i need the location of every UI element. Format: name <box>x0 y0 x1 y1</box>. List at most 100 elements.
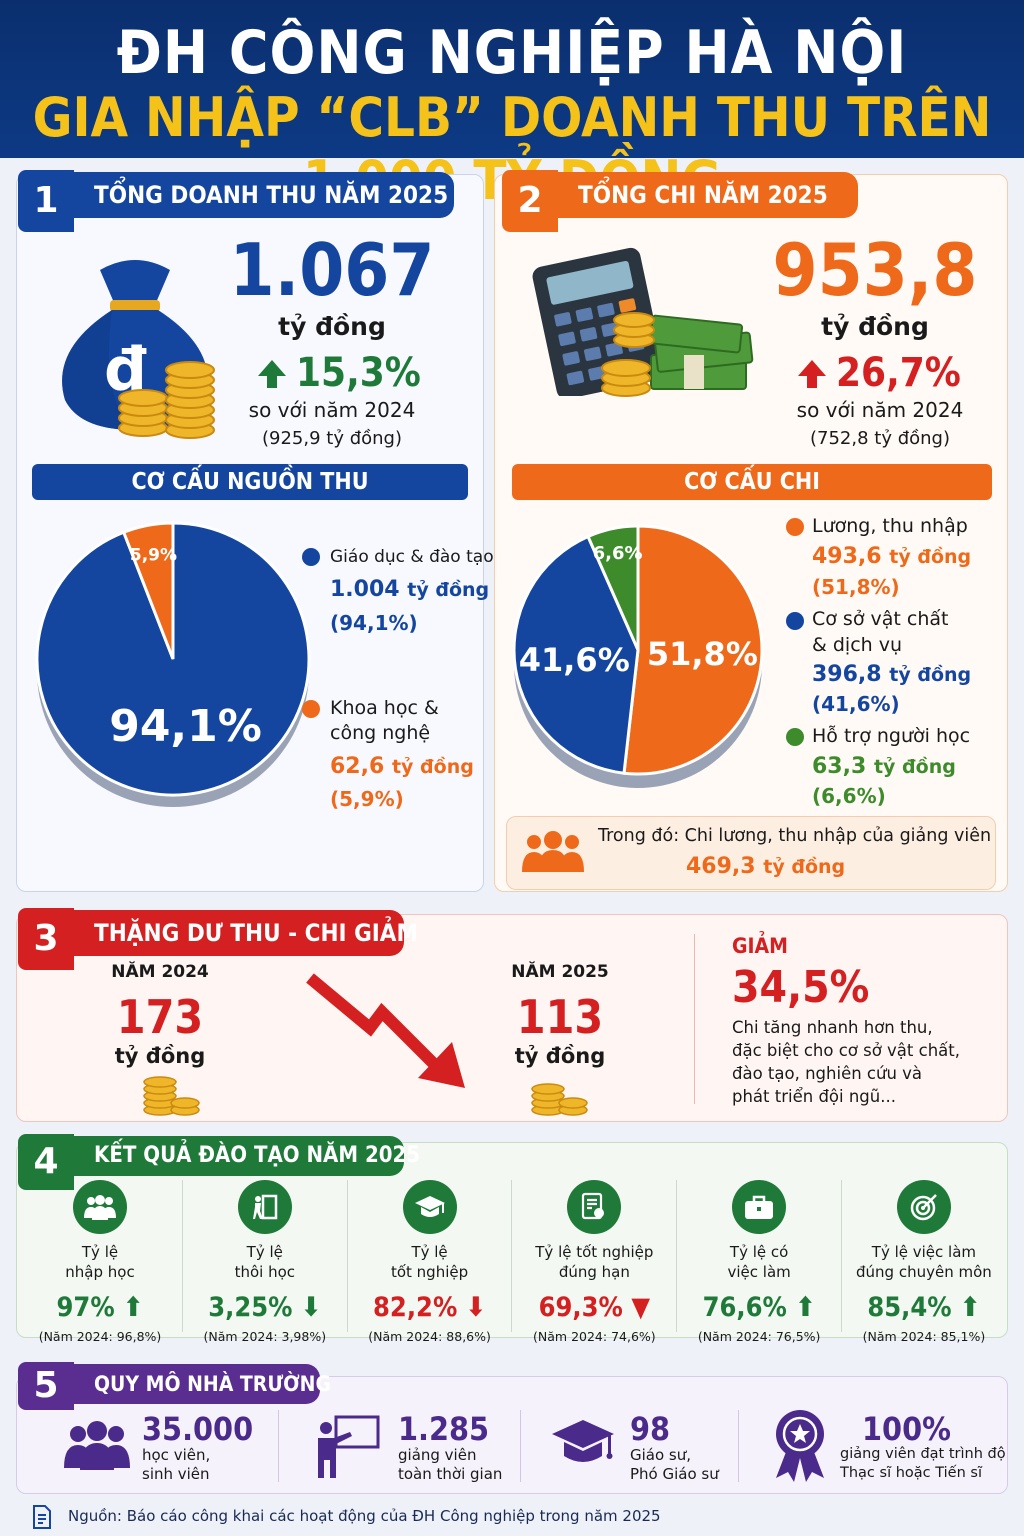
pie-data-label: 41,6% <box>519 641 630 679</box>
legend-name-science-l2: công nghệ <box>330 722 431 744</box>
kpi-number: 3,25% <box>208 1292 293 1323</box>
legend-unit: tỷ đồng <box>889 664 972 686</box>
section-title: QUY MÔ NHÀ TRƯỜNG <box>74 1364 331 1404</box>
desc-line: Chi tăng nhanh hơn thu, <box>732 1018 933 1037</box>
scale-lecturers-value: 1.285 <box>398 1410 490 1448</box>
certificate-icon <box>567 1180 622 1234</box>
kpi-label-l2: đúng chuyên môn <box>856 1263 992 1281</box>
lecturer-salary-note <box>506 816 996 890</box>
scale-degree-value: 100% <box>862 1410 951 1448</box>
legend-name-facilities-l2: & dịch vụ <box>812 634 903 656</box>
kpi-label-l1: Tỷ lệ việc làm <box>871 1243 977 1261</box>
legend-value-student-support: 63,3 tỷ đồng <box>812 752 956 782</box>
scale-lecturers-label-l2: toàn thời gian <box>398 1465 503 1483</box>
year-2024-value: 173 <box>116 990 204 1044</box>
scale-separator <box>738 1410 739 1482</box>
legend-name-education: Giáo dục & đào tạo <box>330 547 494 567</box>
section-title: KẾT QUẢ ĐÀO TẠO NĂM 2025 <box>74 1136 420 1176</box>
kpi-prev: (Năm 2024: 88,6%) <box>368 1329 491 1344</box>
scale-separator <box>278 1410 279 1482</box>
kpi-prev: (Năm 2024: 76,5%) <box>697 1329 821 1344</box>
kpi-prev: (Năm 2024: 96,8%) <box>38 1329 162 1344</box>
kpi-label-l1: Tỷ lệ có <box>729 1243 789 1261</box>
kpi-label-l2: thôi học <box>234 1263 295 1281</box>
legend-pct-student-support: (6,6%) <box>812 784 886 808</box>
arrow-up-icon: ⬆ <box>795 1292 816 1323</box>
scale-students-label-l1: học viên, <box>142 1446 211 1464</box>
expense-compare: so với năm 2024 <box>796 398 964 422</box>
legend-pct-science: (5,9%) <box>330 787 404 811</box>
legend-value-science: 62,6 tỷ đồng <box>330 752 474 782</box>
note-number: 469,3 <box>686 854 756 879</box>
arrow-down-icon: ⬇ <box>300 1292 322 1323</box>
section-number: 4 <box>18 1134 74 1190</box>
kpi-value: 76,6% ⬆ <box>679 1292 839 1323</box>
legend-unit: tỷ đồng <box>889 546 972 568</box>
pie-slice <box>586 524 640 651</box>
kpi-separator <box>181 1180 183 1332</box>
section-title: TỔNG CHI NĂM 2025 <box>558 172 858 218</box>
mortarboard-icon <box>552 1420 614 1462</box>
desc-line: đặc biệt cho cơ sở vật chất, <box>732 1041 960 1060</box>
pie-data-label: 51,8% <box>647 635 758 673</box>
pie-data-label: 6,6% <box>593 543 643 564</box>
pie-data-label: 5,9% <box>130 546 177 566</box>
briefcase-icon <box>732 1180 787 1234</box>
kpi-label-l1: Tỷ lệ tốt nghiệp <box>535 1243 654 1261</box>
kpi-label-l2: đúng hạn <box>558 1263 630 1281</box>
kpi-value: 97% ⬆ <box>20 1292 180 1323</box>
legend-name-student-support: Hỗ trợ người học <box>812 725 971 747</box>
cash-stack-icon <box>601 312 754 397</box>
arrow-up-icon: ⬆ <box>123 1292 144 1323</box>
desc-line: đào tạo, nghiên cứu và <box>732 1064 923 1083</box>
pie-slice <box>622 524 764 776</box>
kpi-prev: (Năm 2024: 74,6%) <box>533 1329 656 1344</box>
year-2024-label: NĂM 2024 <box>111 962 209 982</box>
expense-value: 953,8 <box>772 228 978 312</box>
kpi-number: 82,2% <box>373 1292 458 1323</box>
scale-students-value: 35.000 <box>142 1410 254 1448</box>
kpi-value: 82,2% ⬇ <box>350 1292 510 1323</box>
arrow-down-icon: ⬇ <box>465 1292 487 1323</box>
kpi-dropout: Tỷ lệ thôi học 3,25% ⬇ (Năm 2024: 3,98%) <box>185 1180 345 1344</box>
footer-source: Nguồn: Báo cáo công khai các hoạt động c… <box>68 1507 661 1525</box>
legend-name-salary: Lương, thu nhập <box>812 515 968 537</box>
drop-label: GIẢM <box>732 934 788 958</box>
header-banner: ĐH CÔNG NGHIỆP HÀ NỘI GIA NHẬP “CLB” DOA… <box>0 0 1024 212</box>
arrow-up-icon <box>258 360 286 388</box>
students-icon <box>64 1421 130 1470</box>
coins-icon <box>143 1076 200 1116</box>
kpi-label: Tỷ lệ thôi học <box>185 1242 345 1282</box>
headline-line1: ĐH CÔNG NGHIỆP HÀ NỘI <box>116 18 908 88</box>
legend-unit: tỷ đồng <box>873 756 956 778</box>
people-icon <box>522 831 584 872</box>
kpi-graduation: Tỷ lệ tốt nghiệp 82,2% ⬇ (Năm 2024: 88,6%… <box>350 1180 510 1344</box>
kpi-prev: (Năm 2024: 3,98%) <box>203 1329 327 1344</box>
kpi-label: Tỷ lệ có việc làm <box>679 1242 839 1282</box>
legend-unit: tỷ đồng <box>391 756 474 778</box>
kpi-relevant-employment: Tỷ lệ việc làm đúng chuyên môn 85,4% ⬆ (N… <box>844 1180 1004 1344</box>
target-icon <box>896 1180 951 1234</box>
legend-value: 1.004 <box>330 577 400 602</box>
document-icon <box>33 1505 51 1529</box>
decline-arrow-icon <box>306 973 465 1088</box>
legend-pct-education: (94,1%) <box>330 611 418 635</box>
section-number: 3 <box>18 908 74 970</box>
revenue-unit: tỷ đồng <box>278 312 386 341</box>
scale-degree-label-l1: giảng viên đạt trình độ <box>840 1446 1006 1462</box>
year-2025-unit: tỷ đồng <box>514 1044 606 1068</box>
revenue-structure-bar: CƠ CẤU NGUỒN THU <box>32 464 468 500</box>
kpi-number: 76,6% <box>702 1292 787 1323</box>
kpi-label-l2: tốt nghiệp <box>390 1263 469 1281</box>
group-icon <box>73 1180 127 1234</box>
scale-professors-label-l2: Phó Giáo sư <box>630 1465 719 1483</box>
revenue-pie-chart: 94,1% 5,9% <box>35 521 311 807</box>
kpi-label-l1: Tỷ lệ <box>411 1243 448 1261</box>
section-number: 2 <box>502 170 558 232</box>
note-text: Trong đó: Chi lương, thu nhập của giảng … <box>598 826 992 846</box>
legend-value: 493,6 <box>812 544 882 569</box>
legend-pct-facilities: (41,6%) <box>812 692 900 716</box>
kpi-label-l2: việc làm <box>727 1263 791 1281</box>
desc-line: phát triển đội ngũ... <box>732 1087 896 1106</box>
kpi-label-l1: Tỷ lệ <box>246 1243 283 1261</box>
